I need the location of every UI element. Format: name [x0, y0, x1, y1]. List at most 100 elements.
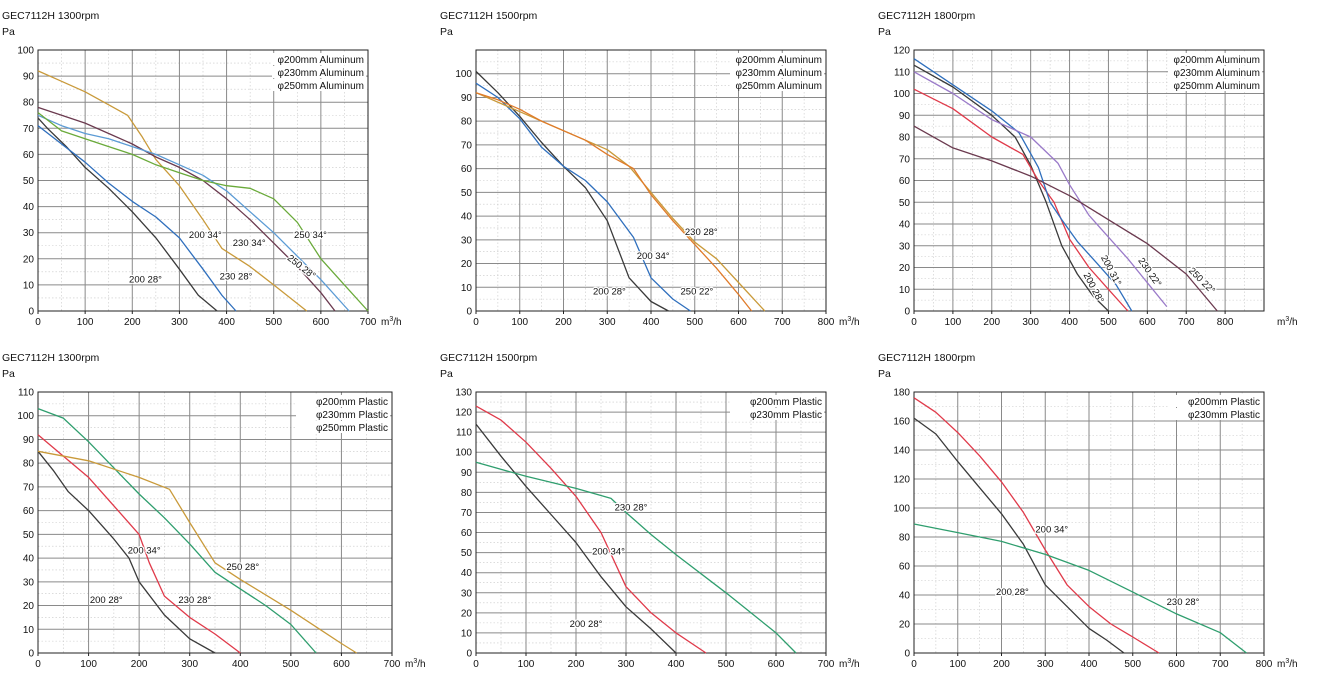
y-tick-label: 80 — [899, 533, 911, 544]
x-tick-label: 200 — [131, 659, 148, 670]
x-tick-label: 500 — [1124, 659, 1141, 670]
y-tick-label: 0 — [904, 307, 910, 318]
x-tick-label: 100 — [511, 317, 528, 328]
legend-entry: φ230mm Aluminum — [735, 68, 822, 79]
y-tick-label: 180 — [893, 388, 910, 399]
x-tick-label: 100 — [77, 317, 94, 328]
series-line — [37, 407, 317, 654]
series-line — [475, 92, 753, 312]
x-tick-label: 300 — [171, 317, 188, 328]
legend-entry: φ230mm Plastic — [1188, 410, 1260, 421]
y-tick-label: 0 — [466, 307, 472, 318]
curve-label: 250 28° — [226, 562, 259, 573]
curve-label: 200 34° — [637, 251, 670, 262]
series-line — [37, 112, 369, 312]
curve-label: 200 34° — [189, 230, 222, 241]
x-tick-label: 200 — [555, 317, 572, 328]
legend-entry: φ200mm Aluminum — [1173, 55, 1260, 66]
legend-bg — [1168, 66, 1262, 78]
y-tick-label: 140 — [893, 446, 910, 457]
x-tick-label: 700 — [818, 659, 835, 670]
y-tick-label: 100 — [17, 411, 34, 422]
y-tick-label: 40 — [23, 202, 35, 213]
x-tick-label: 400 — [668, 659, 685, 670]
y-tick-label: 90 — [461, 93, 473, 104]
y-tick-label: 80 — [23, 459, 35, 470]
x-tick-label: 700 — [1212, 659, 1229, 670]
legend-bg — [1168, 408, 1262, 420]
x-tick-label: 500 — [718, 659, 735, 670]
legend-bg — [272, 66, 366, 78]
y-tick-label: 60 — [899, 562, 911, 573]
x-tick-label: 800 — [1256, 659, 1273, 670]
x-tick-label: 100 — [949, 659, 966, 670]
y-tick-label: 10 — [23, 280, 35, 291]
curve-label: 200 34° — [128, 545, 161, 556]
x-tick-label: 600 — [730, 317, 747, 328]
curve-label: 230 34° — [233, 238, 266, 249]
x-tick-label: 400 — [1081, 659, 1098, 670]
y-tick-label: 70 — [23, 124, 35, 135]
x-tick-label: 600 — [768, 659, 785, 670]
y-tick-label: 50 — [23, 176, 35, 187]
y-tick-label: 30 — [461, 235, 473, 246]
x-tick-label: 0 — [911, 659, 917, 670]
y-tick-label: 40 — [461, 212, 473, 223]
x-tick-label: 500 — [1100, 317, 1117, 328]
y-tick-label: 40 — [23, 554, 35, 565]
curve-label: 230 28° — [685, 227, 718, 238]
y-axis-label: Pa — [440, 26, 453, 38]
y-tick-label: 90 — [23, 435, 35, 446]
series-line — [475, 461, 797, 654]
y-axis-label: Pa — [2, 26, 15, 38]
series-line — [37, 70, 308, 312]
curve-label: 250 22° — [681, 286, 714, 297]
legend: φ200mm Plastic φ230mm Plastic — [1168, 395, 1262, 421]
series-line — [913, 125, 1218, 312]
legend-entry: φ200mm Aluminum — [735, 55, 822, 66]
legend-bg — [730, 66, 824, 78]
legend-bg — [296, 408, 390, 420]
x-tick-label: 800 — [1217, 317, 1234, 328]
y-tick-label: 70 — [899, 154, 911, 165]
series-line — [37, 106, 336, 312]
curve-label: 230 28° — [615, 502, 648, 513]
legend: φ200mm Aluminum φ230mm Aluminum φ250mm Alu… — [272, 53, 366, 92]
legend-entry: φ250mm Plastic — [316, 423, 388, 434]
legend-bg — [296, 421, 390, 433]
curve-label: 200 28° — [129, 274, 162, 285]
x-axis-label: m3/h — [839, 316, 860, 328]
y-tick-label: 50 — [899, 198, 911, 209]
x-tick-label: 500 — [283, 659, 300, 670]
y-tick-label: 120 — [455, 408, 472, 419]
legend-entry: φ250mm Aluminum — [735, 81, 822, 92]
legend: φ200mm Aluminum φ230mm Aluminum φ250mm Alu… — [730, 53, 824, 92]
y-tick-label: 60 — [461, 164, 473, 175]
y-tick-label: 60 — [23, 150, 35, 161]
y-tick-label: 60 — [461, 528, 473, 539]
x-tick-label: 800 — [818, 317, 835, 328]
series-line — [37, 450, 216, 654]
x-tick-label: 600 — [1139, 317, 1156, 328]
y-tick-label: 110 — [894, 67, 910, 78]
curve-label: 250 34° — [294, 230, 327, 241]
chart-panel-2: 0 100 200 300 400 500 600 700 800 0 10 20 30 40 50 60 70… — [440, 10, 860, 328]
y-tick-label: 0 — [466, 649, 472, 660]
curve-label: 230 28° — [1167, 597, 1200, 608]
x-tick-label: 0 — [911, 317, 917, 328]
y-tick-label: 20 — [461, 608, 473, 619]
y-tick-label: 30 — [461, 588, 473, 599]
series-line — [37, 434, 241, 654]
x-tick-label: 300 — [618, 659, 635, 670]
legend-bg — [1168, 53, 1262, 65]
y-tick-label: 20 — [899, 620, 911, 631]
curve-label: 200 28° — [996, 587, 1029, 598]
y-axis-label: Pa — [878, 26, 891, 38]
plot-frame — [475, 391, 827, 654]
y-tick-label: 0 — [28, 307, 34, 318]
legend-bg — [730, 395, 824, 407]
legend-entry: φ230mm Plastic — [750, 410, 822, 421]
y-tick-label: 20 — [899, 263, 911, 274]
x-tick-label: 400 — [1061, 317, 1078, 328]
